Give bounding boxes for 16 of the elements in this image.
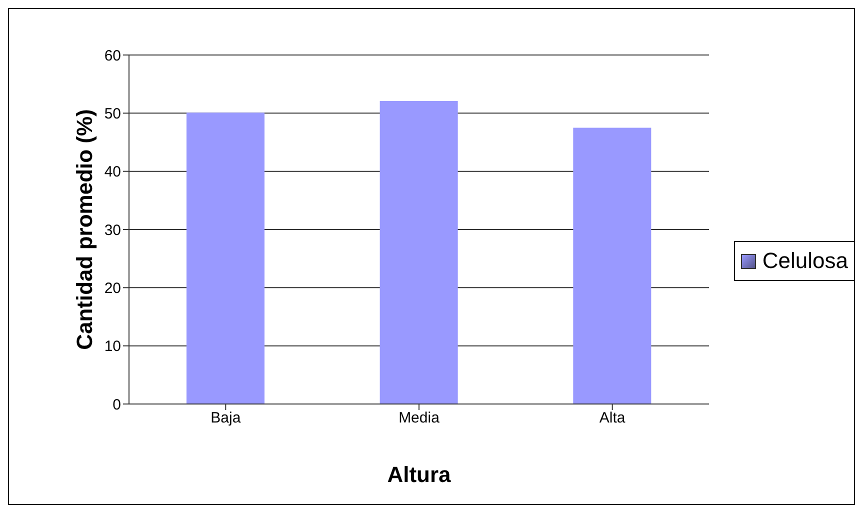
y-tick-label: 10	[104, 338, 121, 356]
bar	[380, 101, 458, 404]
x-tick-label: Media	[398, 410, 440, 427]
y-tick-label: 30	[104, 222, 121, 239]
y-tick-label: 20	[104, 280, 121, 297]
y-tick-label: 50	[104, 105, 121, 122]
y-axis-title: Cantidad promedio (%)	[72, 109, 97, 350]
x-axis-title: Altura	[387, 462, 452, 487]
y-tick-label: 60	[104, 47, 121, 64]
x-tick-label: Baja	[210, 410, 242, 427]
legend-label: Celulosa	[762, 248, 848, 274]
x-tick-label: Alta	[599, 410, 626, 427]
bar	[573, 128, 652, 404]
y-tick-label: 40	[104, 164, 121, 181]
bar	[186, 112, 264, 404]
y-tick-label: 0	[112, 396, 121, 414]
